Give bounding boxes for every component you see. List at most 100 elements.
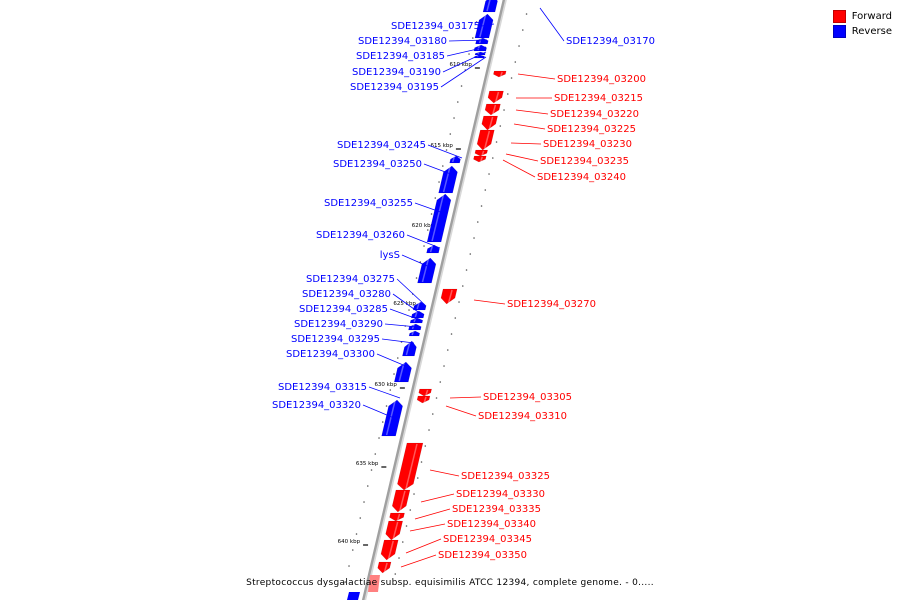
gene-label: SDE12394_03290 xyxy=(294,319,383,330)
gene-arrow-highlight xyxy=(481,150,485,156)
scale-dot xyxy=(435,397,438,399)
forward-swatch xyxy=(832,10,846,23)
label-leader xyxy=(510,142,542,145)
scale-dot xyxy=(441,165,444,167)
gene-label: SDE12394_03305 xyxy=(483,392,572,403)
gene-arrow xyxy=(385,520,404,541)
gene-arrow xyxy=(487,90,504,104)
gene-label: SDE12394_03190 xyxy=(352,67,441,78)
gene-label: SDE12394_03245 xyxy=(337,140,426,151)
gene-arrow xyxy=(416,395,431,404)
gene-arrow-highlight xyxy=(416,302,420,310)
gene-label: SDE12394_03170 xyxy=(566,36,655,47)
label-leader xyxy=(396,278,426,306)
legend-label-forward: Forward xyxy=(851,11,892,22)
gene-label: SDE12394_03275 xyxy=(306,274,395,285)
scale-dot xyxy=(359,517,362,519)
gene-label: SDE12394_03255 xyxy=(324,198,413,209)
scale-tick-label: 625 kbp xyxy=(393,301,416,307)
gene-label: SDE12394_03200 xyxy=(557,74,646,85)
scale-dot xyxy=(443,365,445,367)
scale-dot xyxy=(488,173,490,175)
gene-arrow xyxy=(391,489,411,513)
gene-arrow xyxy=(476,129,495,151)
scale-dot xyxy=(420,461,423,463)
scale-dot xyxy=(366,485,369,487)
gene-arrow xyxy=(412,301,427,311)
label-leader xyxy=(376,353,409,368)
gene-arrow-highlight xyxy=(414,311,418,318)
backbone-line xyxy=(361,0,506,600)
gene-label: SDE12394_03335 xyxy=(452,504,541,515)
gene-arrow xyxy=(381,399,403,437)
gene-arrow-highlight xyxy=(442,166,451,193)
scale-dot xyxy=(398,557,400,559)
scale-dot xyxy=(469,253,472,255)
scale-dot xyxy=(409,509,412,511)
scale-dot xyxy=(521,29,524,31)
gene-labels: SDE12394_03170 SDE12394_03175 SDE12394_031… xyxy=(272,21,655,561)
scale-dot xyxy=(389,389,392,391)
gene-label: SDE12394_03225 xyxy=(547,124,636,135)
gene-arrow xyxy=(389,512,405,522)
gene-arrow-highlight xyxy=(423,396,427,403)
scale-dot xyxy=(408,309,410,311)
gene-label: SDE12394_03270 xyxy=(507,299,596,310)
label-leader xyxy=(515,109,549,115)
label-leader xyxy=(406,234,441,249)
gene-arrow-highlight xyxy=(387,540,394,560)
gene-arrow-highlight xyxy=(398,362,405,382)
gene-arrow-highlight xyxy=(385,400,396,436)
gene-arrow xyxy=(426,193,452,243)
gene-label: SDE12394_03195 xyxy=(350,82,439,93)
gene-label: SDE12394_03230 xyxy=(543,139,632,150)
scale-dot xyxy=(449,133,452,135)
label-leader xyxy=(392,293,422,315)
scale-dot xyxy=(471,37,474,39)
scale-dot xyxy=(439,381,442,383)
gene-arrow-highlight xyxy=(478,38,482,44)
scale-dot xyxy=(468,53,470,55)
gene-label: SDE12394_03315 xyxy=(278,382,367,393)
gene-arrow xyxy=(493,70,507,78)
gene-arrow-highlight xyxy=(383,562,388,573)
gene-arrow-highlight xyxy=(483,130,491,150)
label-leader xyxy=(473,299,506,305)
gene-arrow xyxy=(347,592,360,600)
gene-arrow xyxy=(449,155,461,164)
scale-dot xyxy=(458,301,460,303)
label-leader xyxy=(405,538,442,554)
gene-label: SDE12394_03215 xyxy=(554,93,643,104)
gene-label: SDE12394_03220 xyxy=(550,109,639,120)
label-leader xyxy=(440,56,487,88)
label-leader xyxy=(449,396,482,399)
scale-tick-label: 640 kbp xyxy=(338,539,361,545)
gene-label: SDE12394_03325 xyxy=(461,471,550,482)
gene-arrow-highlight xyxy=(451,156,455,163)
gene-arrow xyxy=(475,37,489,45)
label-leader xyxy=(409,523,446,532)
scale-dot xyxy=(475,21,478,23)
scale-dot xyxy=(495,141,498,143)
gene-arrow xyxy=(417,257,437,284)
gene-arrow-highlight xyxy=(421,258,430,283)
gene-arrow-highlight xyxy=(413,318,416,323)
label-leader xyxy=(423,163,457,177)
scale-dot xyxy=(381,421,384,423)
legend: Forward Reverse xyxy=(832,9,892,39)
scale-dot xyxy=(445,149,448,151)
gene-arrow xyxy=(408,330,420,337)
gene-label: SDE12394_03300 xyxy=(286,349,375,360)
gene-arrow xyxy=(440,288,458,305)
gene-label: SDE12394_03345 xyxy=(443,534,532,545)
scale-dot xyxy=(514,61,517,63)
gene-label: SDE12394_03185 xyxy=(356,51,445,62)
scale-dot xyxy=(484,189,487,191)
scale-dot xyxy=(506,93,509,95)
gene-arrow xyxy=(377,561,392,574)
gene-arrow-highlight xyxy=(492,104,497,115)
label-leader xyxy=(505,153,539,162)
reverse-swatch xyxy=(832,25,846,38)
gene-label: lysS xyxy=(380,250,400,261)
genome-backbone xyxy=(361,0,507,600)
